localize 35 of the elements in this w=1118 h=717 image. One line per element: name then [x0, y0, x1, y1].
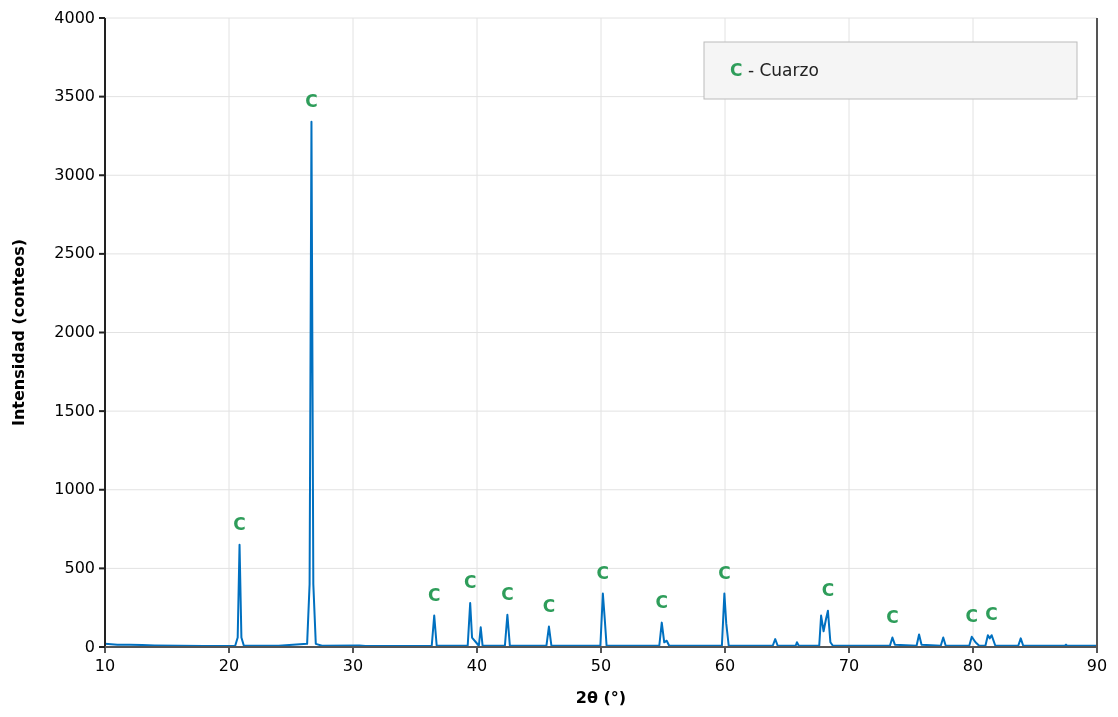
x-tick-label: 20: [218, 656, 240, 675]
x-axis-title: 2θ (°): [575, 688, 627, 707]
annotation: C: [655, 591, 668, 612]
text-box: C - Cuarzo: [703, 41, 1078, 100]
annotation: C: [501, 583, 514, 604]
annotation: C: [596, 562, 610, 583]
annotation: C: [542, 595, 556, 616]
y-tick-label: 1000: [54, 479, 95, 499]
y-tick-label: 2000: [54, 322, 95, 341]
annotation: C: [821, 579, 835, 600]
annotation: C: [233, 513, 246, 534]
x-tick-label: 90: [1086, 656, 1108, 675]
annotation: C: [965, 605, 978, 626]
y-tick-label: 3000: [54, 164, 95, 184]
y-axis-title: Intensidad (conteos): [9, 238, 28, 427]
x-tick-label: 60: [714, 656, 736, 675]
annotation: C: [305, 90, 318, 111]
y-tick-label: 1500: [54, 400, 95, 420]
y-tick-label: 2500: [54, 243, 95, 263]
y-tick-label: 500: [64, 557, 95, 577]
x-tick-label: 50: [590, 656, 612, 675]
x-tick-label: 70: [838, 656, 860, 675]
x-tick-label: 30: [342, 656, 364, 675]
y-tick-label: 0: [84, 636, 95, 656]
annotation: C: [985, 604, 998, 625]
x-tick-label: 80: [962, 656, 984, 675]
x-tick-label: 40: [466, 656, 488, 675]
y-tick-label: 4000: [54, 7, 95, 27]
y-tick-label: 3500: [54, 86, 95, 106]
annotation: C: [427, 584, 441, 605]
annotation: C: [463, 571, 477, 592]
x-tick-label: 10: [94, 656, 116, 675]
annotation: C: [718, 562, 731, 583]
annotation: C: [886, 606, 899, 627]
annotation: C - Cuarzo: [730, 60, 819, 80]
